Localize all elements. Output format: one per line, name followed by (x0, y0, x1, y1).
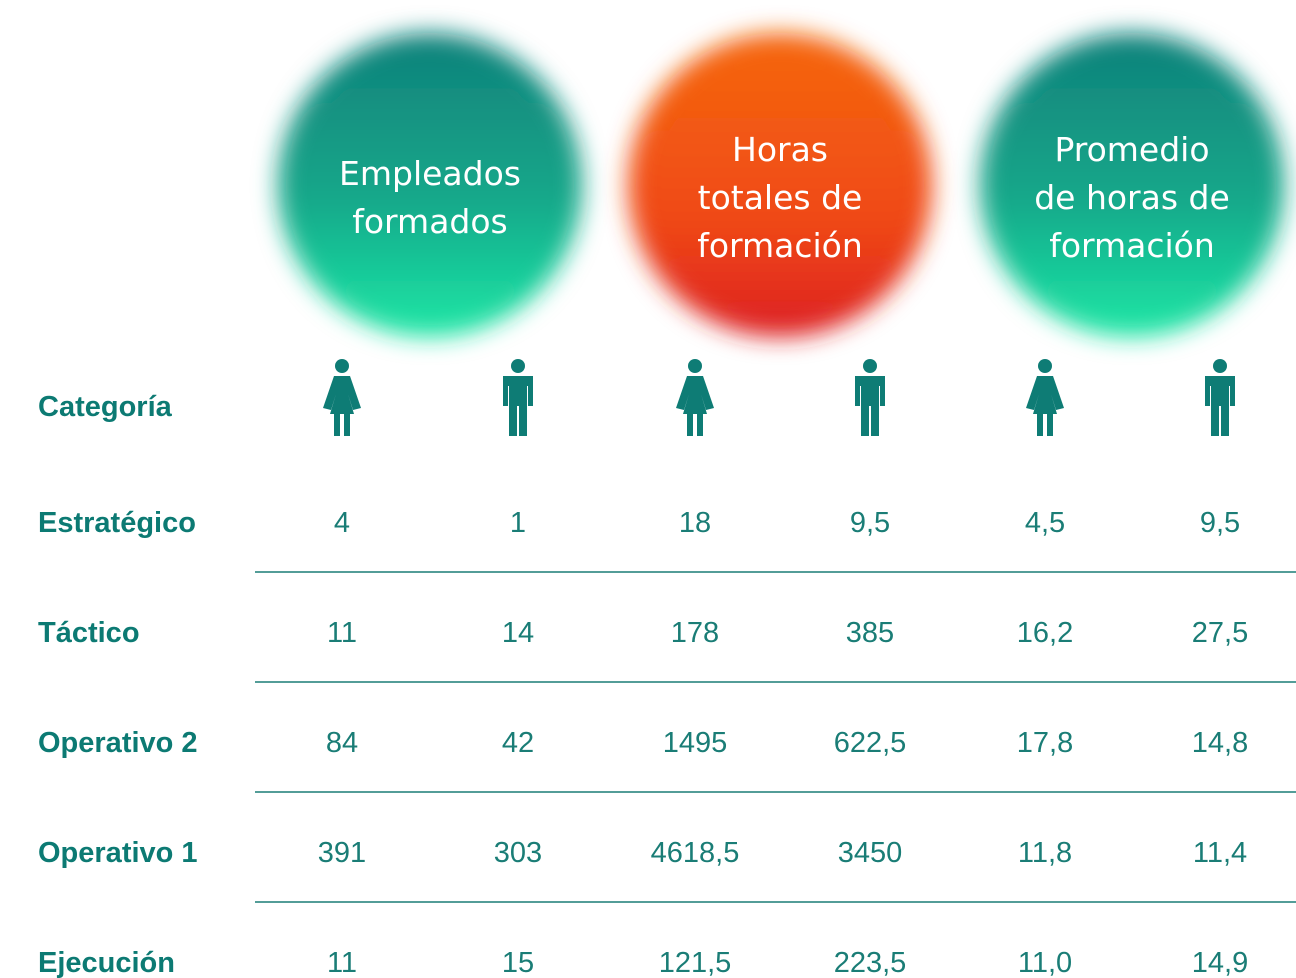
header-circle (980, 33, 1284, 337)
cell-value: 4,5 (1025, 507, 1065, 539)
cell-value: 14,8 (1192, 727, 1248, 759)
header-circle (628, 33, 932, 337)
header-text: de horas de (1034, 178, 1230, 217)
header-text: totales de (698, 178, 863, 217)
cell-value: 121,5 (659, 947, 732, 978)
cell-value: 11,8 (1018, 837, 1072, 869)
cell-value: 223,5 (834, 947, 907, 978)
female-icon (676, 359, 714, 436)
cell-value: 391 (318, 837, 366, 869)
row-label: Táctico (38, 617, 140, 649)
row-label: Operativo 2 (38, 727, 198, 759)
cell-value: 17,8 (1017, 727, 1073, 759)
male-icon (1205, 359, 1235, 436)
cell-value: 385 (846, 617, 894, 649)
cell-value: 16,2 (1017, 617, 1073, 649)
row-label: Ejecución (38, 947, 175, 978)
cell-value: 27,5 (1192, 617, 1248, 649)
row-label: Estratégico (38, 507, 196, 539)
icons (323, 359, 1235, 436)
cell-value: 1495 (663, 727, 728, 759)
row-label: Operativo 1 (38, 837, 198, 869)
header-text: Promedio (1054, 130, 1209, 169)
cell-value: 3450 (838, 837, 903, 869)
header-text: formación (1049, 226, 1215, 265)
cell-value: 622,5 (834, 727, 907, 759)
cell-value: 42 (502, 727, 534, 759)
female-icon (1026, 359, 1064, 436)
header-circles (278, 33, 1284, 337)
cell-value: 4618,5 (651, 837, 740, 869)
cell-value: 303 (494, 837, 542, 869)
male-icon (503, 359, 533, 436)
cell-value: 14,9 (1192, 947, 1248, 978)
cell-value: 1 (510, 507, 526, 539)
header-circle (278, 33, 582, 337)
header-text: formación (697, 226, 863, 265)
female-icon (323, 359, 361, 436)
cell-value: 4 (334, 507, 350, 539)
cell-value: 18 (679, 507, 711, 539)
header-text: Horas (732, 130, 828, 169)
cell-value: 178 (671, 617, 719, 649)
cell-value: 11,4 (1193, 837, 1247, 869)
cell-value: 9,5 (850, 507, 890, 539)
male-icon (855, 359, 885, 436)
header-text: formados (352, 202, 508, 241)
cell-value: 84 (326, 727, 358, 759)
cell-value: 9,5 (1200, 507, 1240, 539)
cell-value: 11 (327, 947, 357, 978)
cell-value: 14 (502, 617, 534, 649)
cell-value: 11,0 (1018, 947, 1072, 978)
cell-value: 15 (502, 947, 534, 978)
cell-value: 11 (327, 617, 357, 649)
header-text: Empleados (339, 154, 521, 193)
header-label: Categoría (38, 391, 173, 423)
